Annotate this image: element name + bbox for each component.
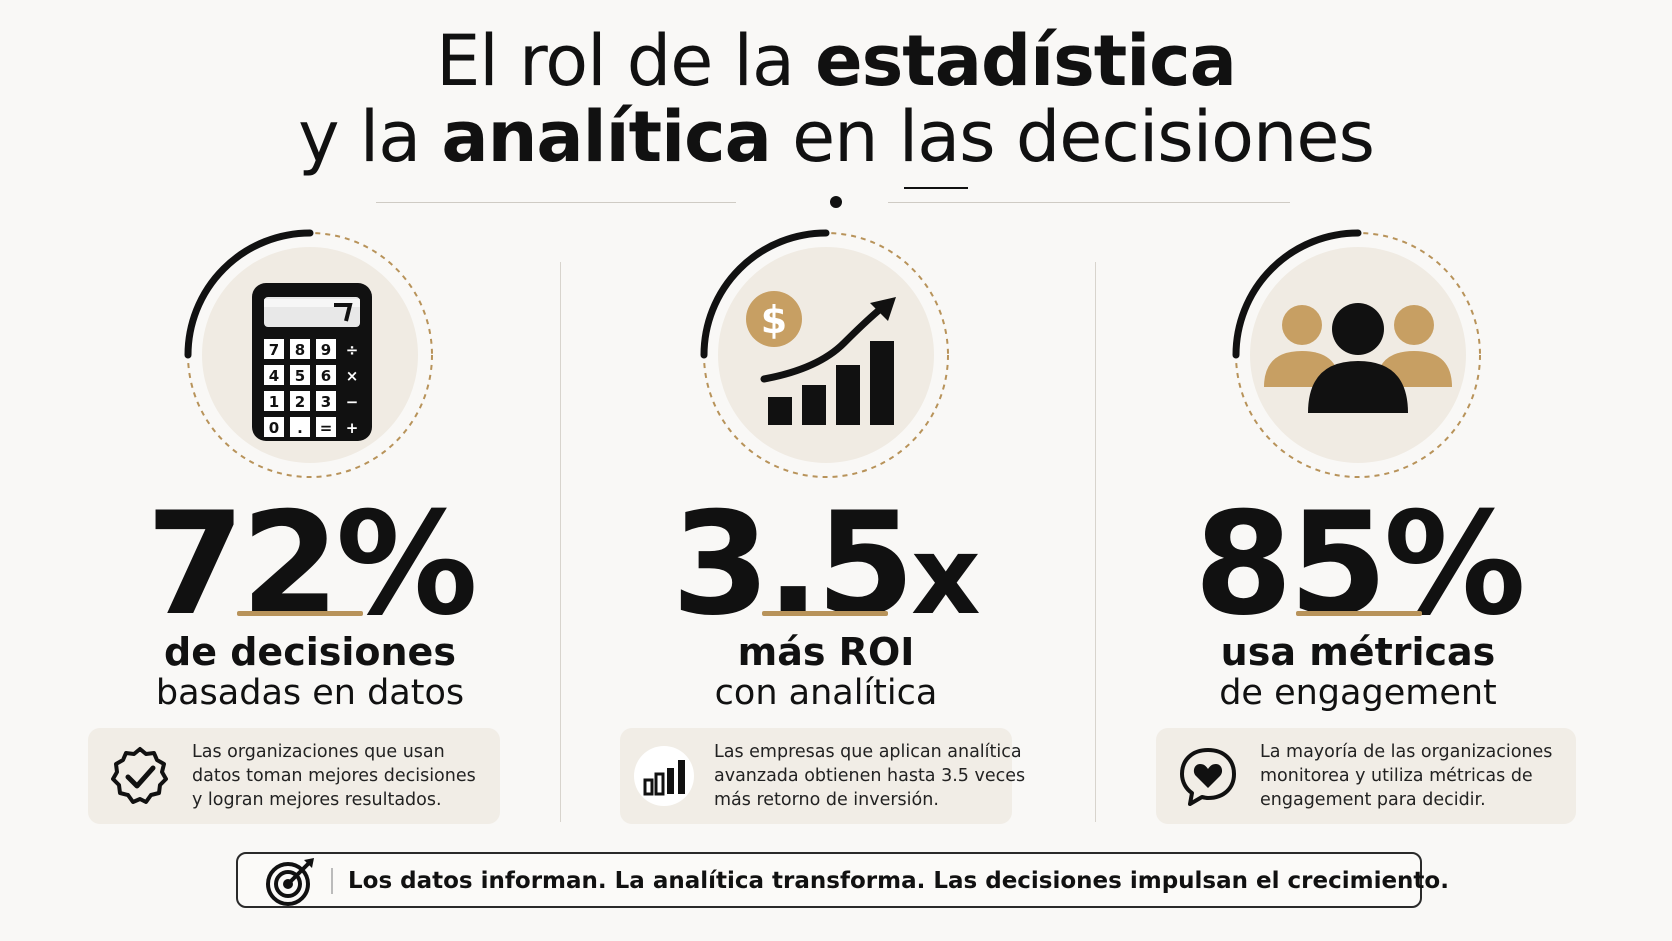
description-line: monitorea y utiliza métricas de [1260, 766, 1533, 786]
stat-value: 3.5x [566, 485, 1086, 657]
column-separator [1095, 262, 1096, 822]
calculator-key: − [346, 393, 359, 411]
heart-chat-icon [1176, 744, 1240, 808]
header-divider-dot [830, 196, 842, 208]
description-line: y logran mejores resultados. [192, 790, 442, 810]
progress-ring [180, 225, 440, 485]
check-badge-icon [108, 744, 172, 808]
description-line: La mayoría de las organizaciones [1260, 742, 1553, 762]
calculator-key: × [346, 367, 359, 385]
stat-label-bold: más ROI [737, 630, 915, 674]
description-line: engagement para decidir. [1260, 790, 1486, 810]
title-regular-text: y la [298, 96, 442, 178]
calculator-key: + [346, 419, 359, 437]
calculator-key: 5 [295, 367, 305, 385]
header-divider-left [376, 202, 736, 203]
header-divider-right [888, 202, 1290, 203]
dollar-icon: $ [761, 298, 787, 342]
stat-value: 72% [50, 485, 570, 645]
accent-bar [237, 611, 363, 616]
description-text: Las organizaciones que usan datos toman … [192, 740, 486, 812]
footer-separator [331, 868, 333, 894]
growth-chart-icon: $ [718, 247, 934, 463]
calculator-key: . [297, 419, 303, 437]
calculator-key: 7 [269, 341, 279, 359]
stat-unit: % [1383, 482, 1526, 647]
title-underline [904, 187, 968, 189]
page-title-line-1: El rol de la estadística [0, 22, 1672, 100]
stat-number: 72 [146, 482, 340, 647]
description-line: avanzada obtienen hasta 3.5 veces [714, 766, 1026, 786]
calculator-key: 4 [269, 367, 279, 385]
footer-tagline: Los datos informan. La analítica transfo… [348, 868, 1449, 894]
description-card: La mayoría de las organizaciones monitor… [1156, 728, 1576, 824]
stat-label-bold: usa métricas [1220, 630, 1496, 674]
calculator-key: 3 [321, 393, 331, 411]
description-line: más retorno de inversión. [714, 790, 939, 810]
accent-bar [762, 611, 888, 616]
people-group-icon [1250, 247, 1466, 463]
progress-ring [1228, 225, 1488, 485]
stat-unit: x [910, 514, 981, 639]
title-bold-text: estadística [815, 20, 1237, 102]
calculator-key: 6 [321, 367, 331, 385]
stat-unit: % [335, 482, 478, 647]
calculator-key: 2 [295, 393, 305, 411]
title-bold-text: analítica [441, 96, 771, 178]
progress-ring [696, 225, 956, 485]
calculator-icon: 7 8 9 ÷ 4 5 6 × 1 2 3 − 0 . = + [202, 247, 418, 463]
stat-label-bold: de decisiones [164, 630, 456, 674]
target-arrow-icon [264, 856, 316, 908]
description-card: Las empresas que aplican analítica avanz… [620, 728, 1026, 824]
calculator-key: ÷ [346, 341, 359, 359]
stat-value: 85% [1098, 485, 1618, 645]
calculator-key: 9 [321, 341, 331, 359]
title-regular-text: El rol de la [436, 20, 816, 102]
column-separator [560, 262, 561, 822]
description-text: Las empresas que aplican analítica avanz… [714, 740, 1026, 812]
calculator-key: = [320, 419, 333, 437]
description-text: La mayoría de las organizaciones monitor… [1260, 740, 1562, 812]
stat-number: 3.5 [671, 482, 915, 647]
description-card: Las organizaciones que usan datos toman … [88, 728, 500, 824]
calculator-key: 8 [295, 341, 305, 359]
description-line: datos toman mejores decisiones [192, 766, 476, 786]
bar-chart-icon [632, 744, 696, 808]
calculator-key: 1 [269, 393, 279, 411]
stat-label: basadas en datos [155, 673, 465, 713]
footer-banner: Los datos informan. La analítica transfo… [236, 852, 1449, 908]
calculator-key: 0 [269, 419, 279, 437]
page-title-line-2: y la analítica en las decisiones [0, 98, 1672, 176]
stat-label: con analítica [714, 673, 938, 713]
stat-label: de engagement [1219, 673, 1497, 713]
accent-bar [1296, 611, 1422, 616]
description-line: Las empresas que aplican analítica [714, 742, 1022, 762]
stat-number: 85 [1194, 482, 1388, 647]
description-line: Las organizaciones que usan [192, 742, 445, 762]
title-regular-text: en las decisiones [770, 96, 1375, 178]
